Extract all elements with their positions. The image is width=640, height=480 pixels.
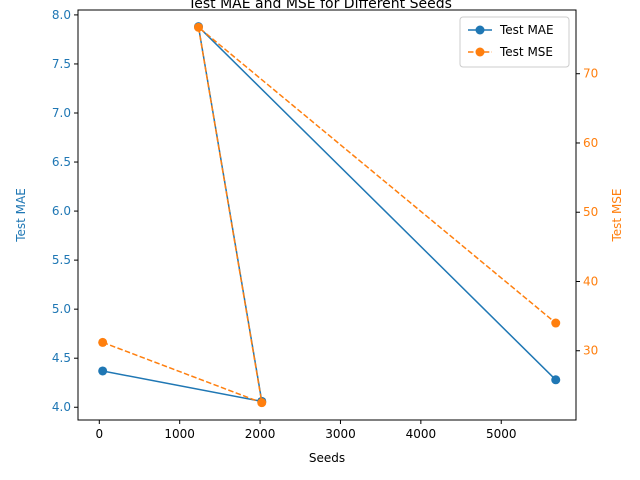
test-mae-line: [102, 24, 557, 403]
right-tick-label: 40: [583, 274, 598, 288]
left-tick-label: 7.5: [52, 57, 71, 71]
x-tick-label: 3000: [325, 427, 356, 441]
right-tick-label: 60: [583, 136, 598, 150]
right-tick-label: 70: [583, 67, 598, 81]
right-tick-label: 30: [583, 344, 598, 358]
test-mse-point: [98, 337, 108, 347]
left-tick-label: 4.0: [52, 400, 71, 414]
x-tick-label: 1000: [164, 427, 195, 441]
x-tick-label: 2000: [245, 427, 276, 441]
test-mse-point: [194, 22, 204, 32]
test-mse-line: [102, 25, 557, 404]
plot-frame: [77, 9, 577, 421]
left-tick-label: 5.0: [52, 302, 71, 316]
test-mse-point: [551, 318, 561, 328]
x-tick-label: 4000: [406, 427, 437, 441]
left-tick-label: 4.5: [52, 351, 71, 365]
left-y-axis: 4.0 4.5 5.0 5.5 6.0 6.5 7.0 7.5 8.0: [52, 8, 78, 414]
legend-test-mae-marker: [475, 25, 485, 35]
x-axis-label: Seeds: [309, 451, 345, 465]
plot-area: [98, 22, 561, 408]
legend-test-mse-label: Test MSE: [499, 45, 553, 59]
test-mae-point: [551, 375, 561, 385]
left-tick-label: 8.0: [52, 8, 71, 22]
right-y-axis: 30 40 50 60 70: [576, 67, 598, 358]
legend-test-mae-label: Test MAE: [499, 23, 554, 37]
test-mae-point: [98, 366, 108, 376]
right-tick-label: 50: [583, 205, 598, 219]
right-y-axis-label: Test MSE: [610, 189, 624, 243]
x-tick-label: 5000: [486, 427, 517, 441]
left-tick-label: 7.0: [52, 106, 71, 120]
x-axis: 0 1000 2000 3000 4000 5000: [95, 420, 517, 441]
test-mse-point: [257, 398, 267, 408]
chart-title: Test MAE and MSE for Different Seeds: [187, 0, 452, 12]
legend: Test MAE Test MSE: [459, 16, 570, 68]
x-tick-label: 0: [95, 427, 103, 441]
left-tick-label: 5.5: [52, 253, 71, 267]
left-tick-label: 6.5: [52, 155, 71, 169]
legend-test-mse-marker: [475, 47, 485, 57]
left-tick-label: 6.0: [52, 204, 71, 218]
left-y-axis-label: Test MAE: [14, 188, 28, 243]
